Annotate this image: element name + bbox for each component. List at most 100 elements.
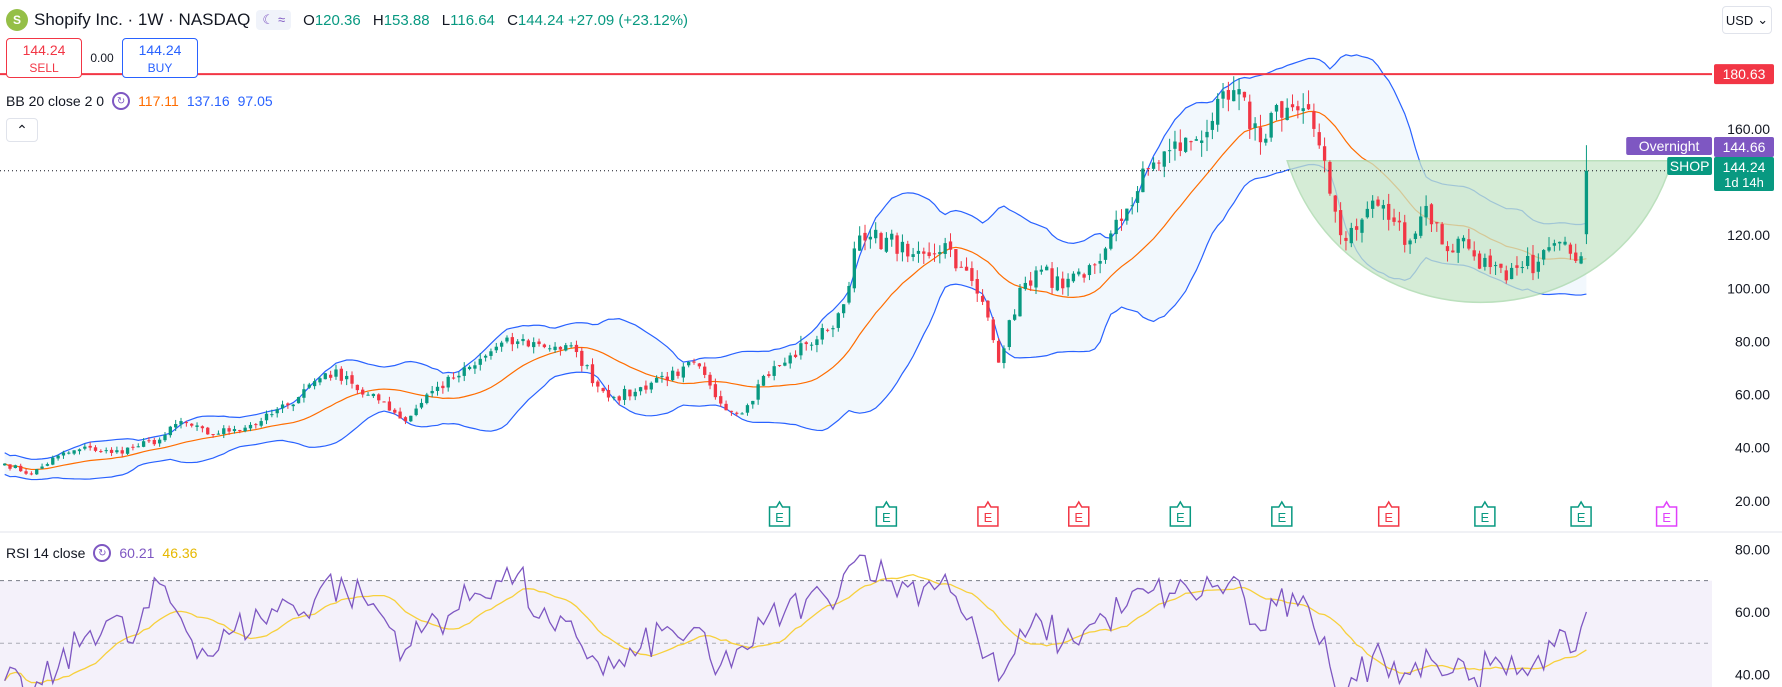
candle-body bbox=[1178, 142, 1182, 151]
bollinger-band-fill bbox=[4, 54, 1587, 480]
candle-body bbox=[393, 409, 397, 413]
candle-body bbox=[473, 365, 477, 369]
candle-body bbox=[99, 451, 103, 453]
candle-body bbox=[51, 457, 55, 465]
candle-body bbox=[1333, 195, 1337, 212]
price-tick-label: 20.00 bbox=[1735, 493, 1770, 509]
candle-body bbox=[1023, 282, 1027, 289]
candle-body bbox=[633, 391, 637, 397]
earnings-marker bbox=[1377, 500, 1400, 527]
buy-button[interactable]: 144.24 BUY bbox=[122, 38, 198, 78]
candle-body bbox=[649, 382, 653, 390]
candle-body bbox=[1226, 90, 1231, 100]
candle-body bbox=[954, 249, 958, 269]
earnings-marker bbox=[1570, 500, 1592, 527]
candle-body bbox=[1012, 314, 1017, 320]
earnings-marker-label: E bbox=[1074, 510, 1083, 525]
candle-body bbox=[510, 337, 514, 345]
candle-body bbox=[1477, 253, 1482, 269]
candle-body bbox=[932, 253, 937, 255]
candle-body bbox=[1579, 256, 1583, 264]
candle-body bbox=[569, 345, 573, 347]
candle-body bbox=[366, 394, 370, 396]
candle-body bbox=[900, 241, 905, 253]
candle-body bbox=[61, 452, 66, 456]
earnings-marker-label: E bbox=[1384, 510, 1393, 525]
candle-body bbox=[200, 426, 205, 429]
earnings-marker-label: E bbox=[1662, 510, 1671, 525]
low-value: 116.64 bbox=[450, 11, 495, 29]
sell-button[interactable]: 144.24 SELL bbox=[6, 38, 82, 78]
candle-body bbox=[1403, 222, 1407, 245]
candle-body bbox=[1210, 120, 1215, 130]
symbol-title[interactable]: Shopify Inc. · 1W · NASDAQ bbox=[34, 10, 251, 29]
candle-body bbox=[296, 397, 301, 404]
candle-body bbox=[35, 469, 39, 475]
candle-body bbox=[542, 344, 547, 348]
candle-body bbox=[1568, 244, 1573, 254]
candle-body bbox=[1558, 241, 1562, 244]
collapse-legend-button[interactable]: ⌃ bbox=[6, 118, 38, 142]
candle-body bbox=[948, 241, 953, 250]
candle-body bbox=[1349, 227, 1353, 244]
candle-body bbox=[222, 428, 226, 435]
candle-body bbox=[168, 426, 172, 436]
currency-value: USD bbox=[1725, 12, 1754, 28]
candle-body bbox=[1381, 205, 1386, 209]
candle-body bbox=[1045, 266, 1049, 271]
candle-body bbox=[580, 350, 584, 366]
candle-body bbox=[1114, 219, 1118, 235]
candle-body bbox=[302, 389, 306, 398]
candle-body bbox=[1077, 271, 1081, 275]
candle-body bbox=[232, 429, 237, 432]
candle-body bbox=[1536, 261, 1540, 272]
candle-body bbox=[494, 346, 498, 351]
candle-body bbox=[1183, 137, 1188, 152]
bollinger-basis-line bbox=[4, 110, 1587, 471]
price-tag-box bbox=[1626, 137, 1712, 155]
candle-body bbox=[756, 384, 760, 400]
candle-body bbox=[526, 340, 531, 347]
candle-body bbox=[719, 396, 723, 404]
currency-select[interactable]: USD ⌄ bbox=[1722, 6, 1772, 34]
rsi-legend[interactable]: RSI 14 close ↻ 60.21 46.36 bbox=[6, 543, 197, 563]
candle-body bbox=[1232, 90, 1236, 102]
earnings-marker-label: E bbox=[775, 510, 784, 525]
candle-body bbox=[1296, 106, 1300, 111]
price-tick-label: 100.00 bbox=[1727, 280, 1770, 296]
candle-body bbox=[996, 340, 1001, 363]
candle-body bbox=[1098, 260, 1102, 264]
chevron-down-icon: ⌄ bbox=[1757, 12, 1769, 27]
earnings-marker bbox=[977, 500, 999, 527]
bb-legend[interactable]: BB 20 close 2 0 ↻ 117.11 137.16 97.05 bbox=[6, 91, 273, 111]
candle-body bbox=[863, 232, 867, 241]
candle-body bbox=[809, 344, 814, 346]
candle-body bbox=[1071, 273, 1076, 282]
candle-body bbox=[622, 388, 627, 400]
candle-body bbox=[927, 252, 931, 257]
rsi-tick-label: 60.00 bbox=[1735, 604, 1770, 620]
refresh-icon[interactable]: ↻ bbox=[112, 92, 131, 110]
candle-body bbox=[227, 428, 231, 432]
session-pill[interactable]: ☾ ≈ bbox=[256, 10, 292, 30]
candle-body bbox=[628, 389, 632, 397]
chevron-up-icon: ⌃ bbox=[16, 121, 28, 138]
candle-body bbox=[1397, 220, 1402, 223]
candle-body bbox=[1467, 239, 1471, 249]
candle-body bbox=[131, 446, 135, 448]
candle-body bbox=[1338, 210, 1343, 236]
candle-body bbox=[1408, 240, 1412, 245]
candle-body bbox=[1440, 224, 1444, 245]
candle-body bbox=[1029, 280, 1033, 286]
earnings-marker-label: E bbox=[1176, 510, 1185, 525]
candle-body bbox=[318, 378, 322, 383]
candle-body bbox=[1205, 131, 1209, 138]
candle-body bbox=[1055, 276, 1060, 291]
open-value: 120.36 bbox=[314, 11, 361, 29]
earnings-marker bbox=[875, 500, 898, 527]
refresh-icon[interactable]: ↻ bbox=[93, 544, 112, 562]
candle-body bbox=[1354, 226, 1359, 230]
candle-body bbox=[125, 447, 130, 454]
candle-body bbox=[943, 243, 947, 254]
